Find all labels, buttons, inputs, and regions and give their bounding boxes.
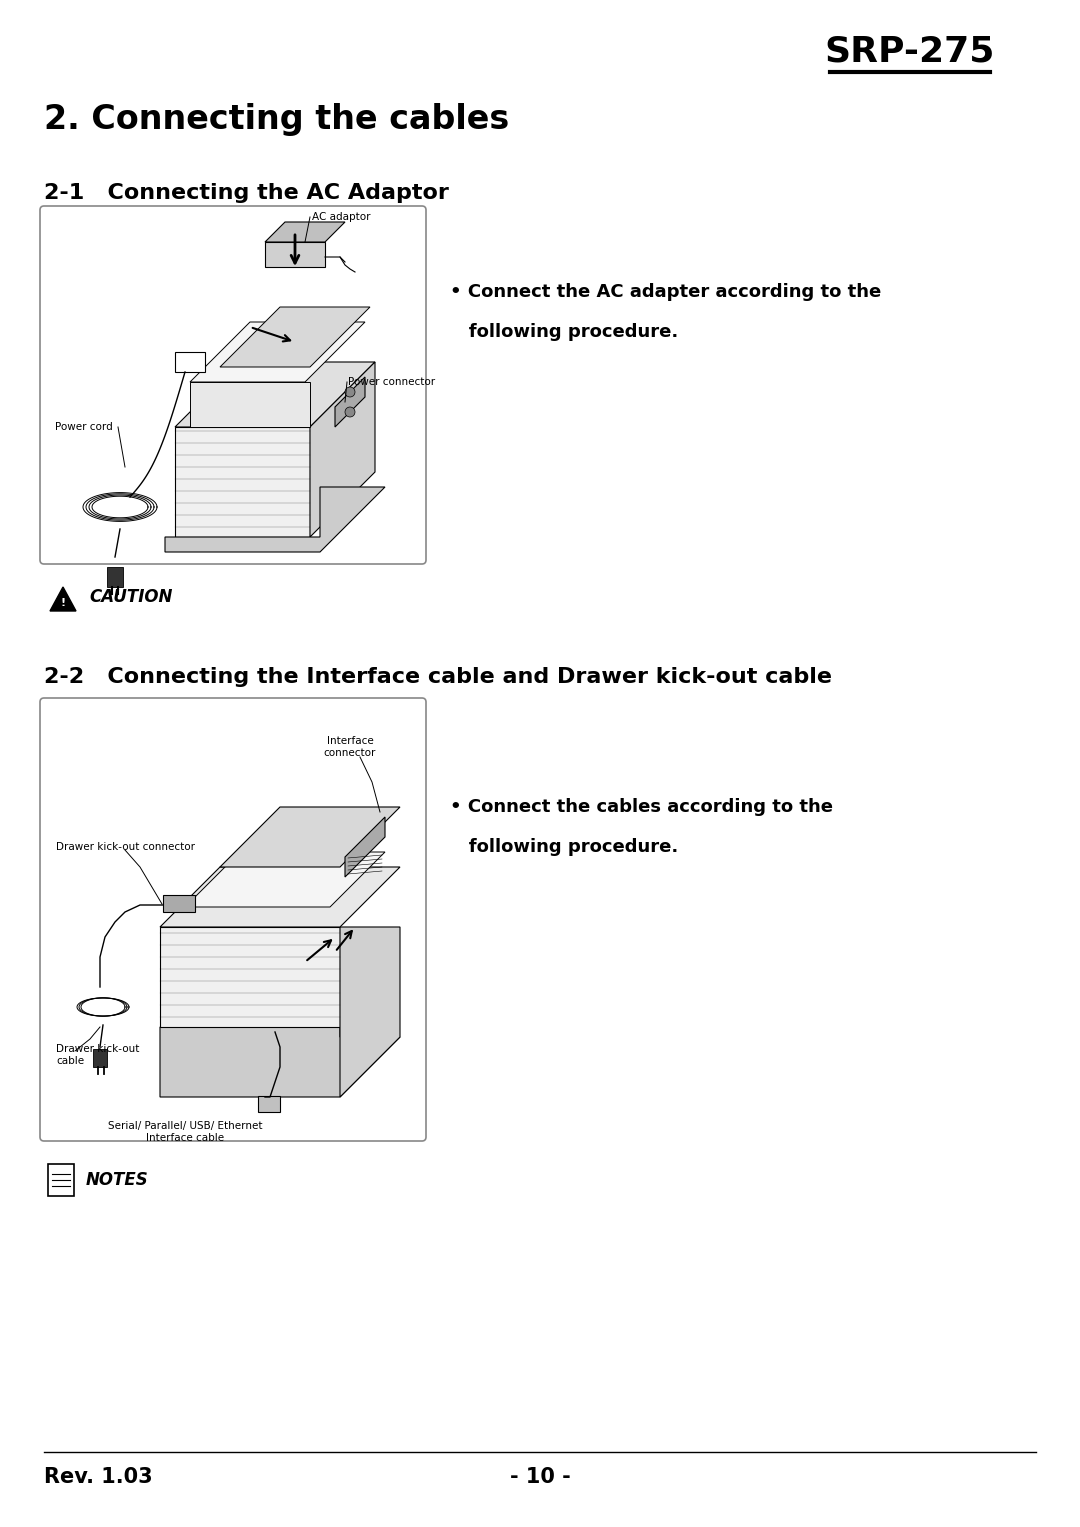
Polygon shape — [163, 895, 195, 912]
Text: CAUTION: CAUTION — [89, 588, 173, 606]
Text: 2. Connecting the cables: 2. Connecting the cables — [44, 104, 510, 136]
Polygon shape — [50, 586, 76, 611]
Text: Rev. 1.03: Rev. 1.03 — [44, 1467, 152, 1487]
FancyBboxPatch shape — [40, 206, 426, 563]
Text: • Connect the AC adapter according to the: • Connect the AC adapter according to th… — [450, 282, 881, 301]
Bar — [258, 1096, 280, 1112]
Polygon shape — [160, 867, 400, 927]
Text: AC adaptor: AC adaptor — [312, 212, 370, 221]
Text: Interface
connector: Interface connector — [324, 736, 376, 757]
Polygon shape — [220, 806, 400, 867]
Text: !: ! — [60, 599, 66, 608]
Polygon shape — [265, 221, 345, 241]
FancyBboxPatch shape — [48, 1164, 75, 1196]
Text: • Connect the cables according to the: • Connect the cables according to the — [450, 799, 833, 815]
Circle shape — [345, 386, 355, 397]
Polygon shape — [340, 927, 400, 1096]
Polygon shape — [175, 362, 375, 428]
Text: SRP-275: SRP-275 — [825, 35, 995, 69]
Bar — [93, 1049, 107, 1067]
Polygon shape — [165, 487, 384, 551]
Polygon shape — [345, 817, 384, 876]
Polygon shape — [160, 927, 340, 1028]
Text: Serial/ Parallel/ USB/ Ethernet
Interface cable: Serial/ Parallel/ USB/ Ethernet Interfac… — [108, 1121, 262, 1142]
Polygon shape — [175, 353, 205, 373]
Text: Drawer kick-out connector: Drawer kick-out connector — [56, 841, 195, 852]
Polygon shape — [310, 362, 375, 538]
Polygon shape — [265, 241, 325, 267]
Polygon shape — [190, 322, 365, 382]
Polygon shape — [185, 852, 384, 907]
Text: Power connector: Power connector — [348, 377, 435, 386]
Text: 2-1   Connecting the AC Adaptor: 2-1 Connecting the AC Adaptor — [44, 183, 449, 203]
Circle shape — [345, 408, 355, 417]
Polygon shape — [190, 382, 310, 428]
Polygon shape — [175, 428, 310, 538]
Text: Power cord: Power cord — [55, 421, 112, 432]
Text: following procedure.: following procedure. — [450, 838, 678, 857]
FancyBboxPatch shape — [40, 698, 426, 1141]
Bar — [107, 567, 123, 586]
Text: - 10 -: - 10 - — [510, 1467, 570, 1487]
Text: Drawer kick-out
cable: Drawer kick-out cable — [56, 1044, 139, 1066]
Polygon shape — [335, 377, 365, 428]
Polygon shape — [220, 307, 370, 366]
Text: following procedure.: following procedure. — [450, 324, 678, 341]
Text: NOTES: NOTES — [86, 1171, 149, 1190]
Polygon shape — [160, 1028, 400, 1096]
Text: 2-2   Connecting the Interface cable and Drawer kick-out cable: 2-2 Connecting the Interface cable and D… — [44, 667, 832, 687]
